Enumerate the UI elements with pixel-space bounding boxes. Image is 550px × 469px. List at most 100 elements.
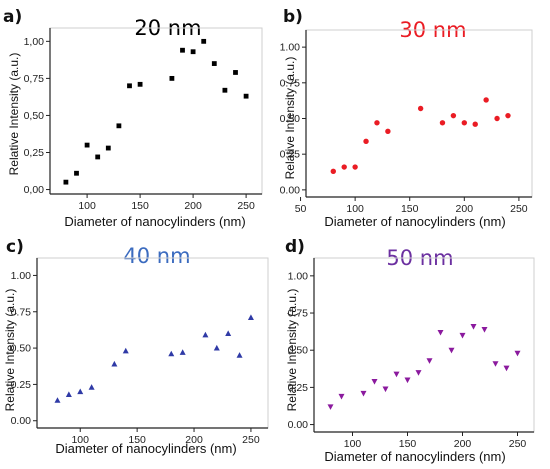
panel-d-data-point [459, 332, 466, 339]
panel-b-data-point [374, 120, 380, 126]
panel-b: b) 30 nm Diameter of nanocylinders (nm) … [280, 7, 533, 229]
panel-c-ytick-label: 0.00 [11, 415, 32, 427]
panel-c-frame [36, 257, 269, 429]
panel-b-ytick-label: 0.75 [280, 77, 301, 89]
panel-a-data-point [233, 70, 238, 75]
panel-d-ytick-label: 1.00 [288, 270, 309, 282]
panel-b-data-point [494, 115, 500, 122]
panel-a-data-point [74, 170, 79, 176]
panel-a-xtick-label: 150 [131, 200, 149, 212]
panel-b-ytick-label: 0.50 [280, 113, 301, 125]
panel-b-data-point [363, 138, 369, 145]
panel-d-plot: 100 150 200 250 0.00 0.25 0.50 0.75 1.00 [288, 257, 535, 450]
panel-c-data-point [213, 344, 220, 351]
panel-d-data-point [492, 361, 499, 367]
panel-b-xtick-label: 100 [346, 203, 364, 215]
panel-b-frame [305, 29, 533, 198]
panel-d-data-point [503, 365, 510, 372]
panel-c-ytick-label: 0.50 [11, 343, 32, 355]
panel-a-ytick-label: 0,75 [24, 73, 45, 85]
panel-b-ytick-label: 0.00 [280, 184, 301, 196]
panel-a-data-point [95, 154, 101, 160]
panel-d-xtick-label: 250 [509, 438, 527, 450]
panel-b-data-point [505, 112, 511, 119]
panel-a-label: a) [3, 7, 22, 27]
panel-d-data-point [437, 329, 444, 336]
panel-c-data-point [247, 314, 254, 320]
panel-c-xtick-label: 150 [128, 434, 146, 446]
panel-c-data-point [202, 331, 209, 338]
panel-a-plot: 100 150 200 250 0,00 0,25 0,50 0,75 1,00 [24, 27, 263, 212]
panel-b-ylabel: Relative Intensity (a.u.) [283, 57, 297, 180]
panel-d-data-point [382, 386, 389, 393]
panel-b-data-point [341, 164, 347, 170]
panel-d: d) 50 nm Diameter of nanocylinders (nm) … [285, 237, 535, 464]
panel-a-ytick-label: 0,25 [24, 147, 45, 159]
panel-b-ytick-label: 0.25 [280, 149, 301, 161]
panel-b-data-point [472, 121, 478, 127]
panel-a-ylabel: Relative Intensity (a.u.) [7, 53, 21, 176]
panel-d-data-point [404, 377, 411, 384]
panel-c-data-point [168, 350, 175, 357]
panel-a-ytick-label: 0,50 [24, 110, 45, 122]
panel-d-data-point [338, 393, 345, 400]
panel-a-data-point [222, 87, 228, 93]
panel-a-data-point [127, 83, 132, 89]
panel-a-data-point [137, 81, 143, 87]
panel-c-ylabel: Relative Intensity (a.u.) [3, 289, 17, 412]
panel-d-ytick-label: 0.25 [288, 382, 309, 394]
panel-d-data-point [371, 379, 378, 385]
panel-a-xtick-label: 200 [184, 200, 202, 212]
panel-a: a) 20 nm Diameter of nanocylinders (nm) … [3, 7, 263, 229]
panel-a-xtick-label: 100 [78, 200, 96, 212]
panel-b-xlabel: Diameter of nanocylinders (nm) [324, 214, 505, 229]
panel-c-plot: 100 150 200 250 0.00 0.25 0.50 0.75 1.00 [11, 257, 269, 446]
panel-d-xtick-label: 200 [454, 438, 472, 450]
panel-c-data-point [111, 360, 118, 367]
panel-d-data-point [360, 390, 367, 397]
panel-d-data-point [481, 326, 488, 333]
panel-b-data-point [483, 97, 489, 103]
panel-d-frame [313, 257, 535, 433]
panel-a-data-point [243, 93, 249, 99]
panel-b-xtick-label: 200 [456, 203, 474, 215]
panel-c-xtick-label: 250 [242, 434, 260, 446]
panel-d-label: d) [285, 237, 305, 257]
panel-a-data-point [180, 47, 185, 53]
panel-b-plot: 50 100 150 200 250 0.00 0.25 0.50 0.75 1.00 [280, 29, 533, 215]
panel-b-xtick-label: 250 [510, 203, 528, 215]
panel-b-data-point [417, 105, 424, 112]
panel-b-data-point [439, 120, 446, 126]
panel-c-xtick-label: 200 [185, 434, 203, 446]
panel-c-title: 40 nm [123, 244, 190, 268]
panel-d-data-point [415, 370, 422, 376]
panel-c-ytick-label: 1.00 [11, 270, 32, 282]
panel-d-data-point [514, 350, 521, 357]
panel-a-xlabel: Diameter of nanocylinders (nm) [64, 214, 245, 229]
panel-a-xtick-label: 250 [237, 200, 255, 212]
panel-a-data-point [190, 49, 196, 55]
panel-c-data-point [77, 388, 84, 395]
panel-c-label: c) [6, 237, 24, 257]
panel-b-xtick-label: 150 [401, 203, 419, 215]
panel-d-ytick-label: 0.00 [288, 419, 309, 431]
panel-a-data-point [63, 179, 69, 185]
panel-d-data-point [393, 371, 400, 378]
panel-d-xtick-label: 100 [344, 438, 362, 450]
panel-c-data-point [54, 397, 61, 403]
panel-d-ytick-label: 0.50 [288, 345, 309, 357]
panel-b-ytick-label: 1.00 [280, 42, 301, 54]
panel-d-xlabel: Diameter of nanocylinders (nm) [324, 449, 505, 464]
panel-a-data-point [116, 123, 122, 129]
panel-a-frame [49, 27, 263, 195]
panel-d-ytick-label: 0.75 [288, 308, 309, 320]
panel-c-xlabel: Diameter of nanocylinders (nm) [55, 441, 236, 456]
panel-a-data-point [169, 75, 175, 81]
panel-c-data-point [179, 349, 186, 355]
panel-a-data-point [201, 38, 207, 44]
panel-b-xtick-label: 50 [295, 203, 307, 215]
panel-c-data-point [225, 330, 232, 336]
panel-d-data-point [426, 358, 433, 364]
panel-c-xtick-label: 100 [71, 434, 89, 446]
